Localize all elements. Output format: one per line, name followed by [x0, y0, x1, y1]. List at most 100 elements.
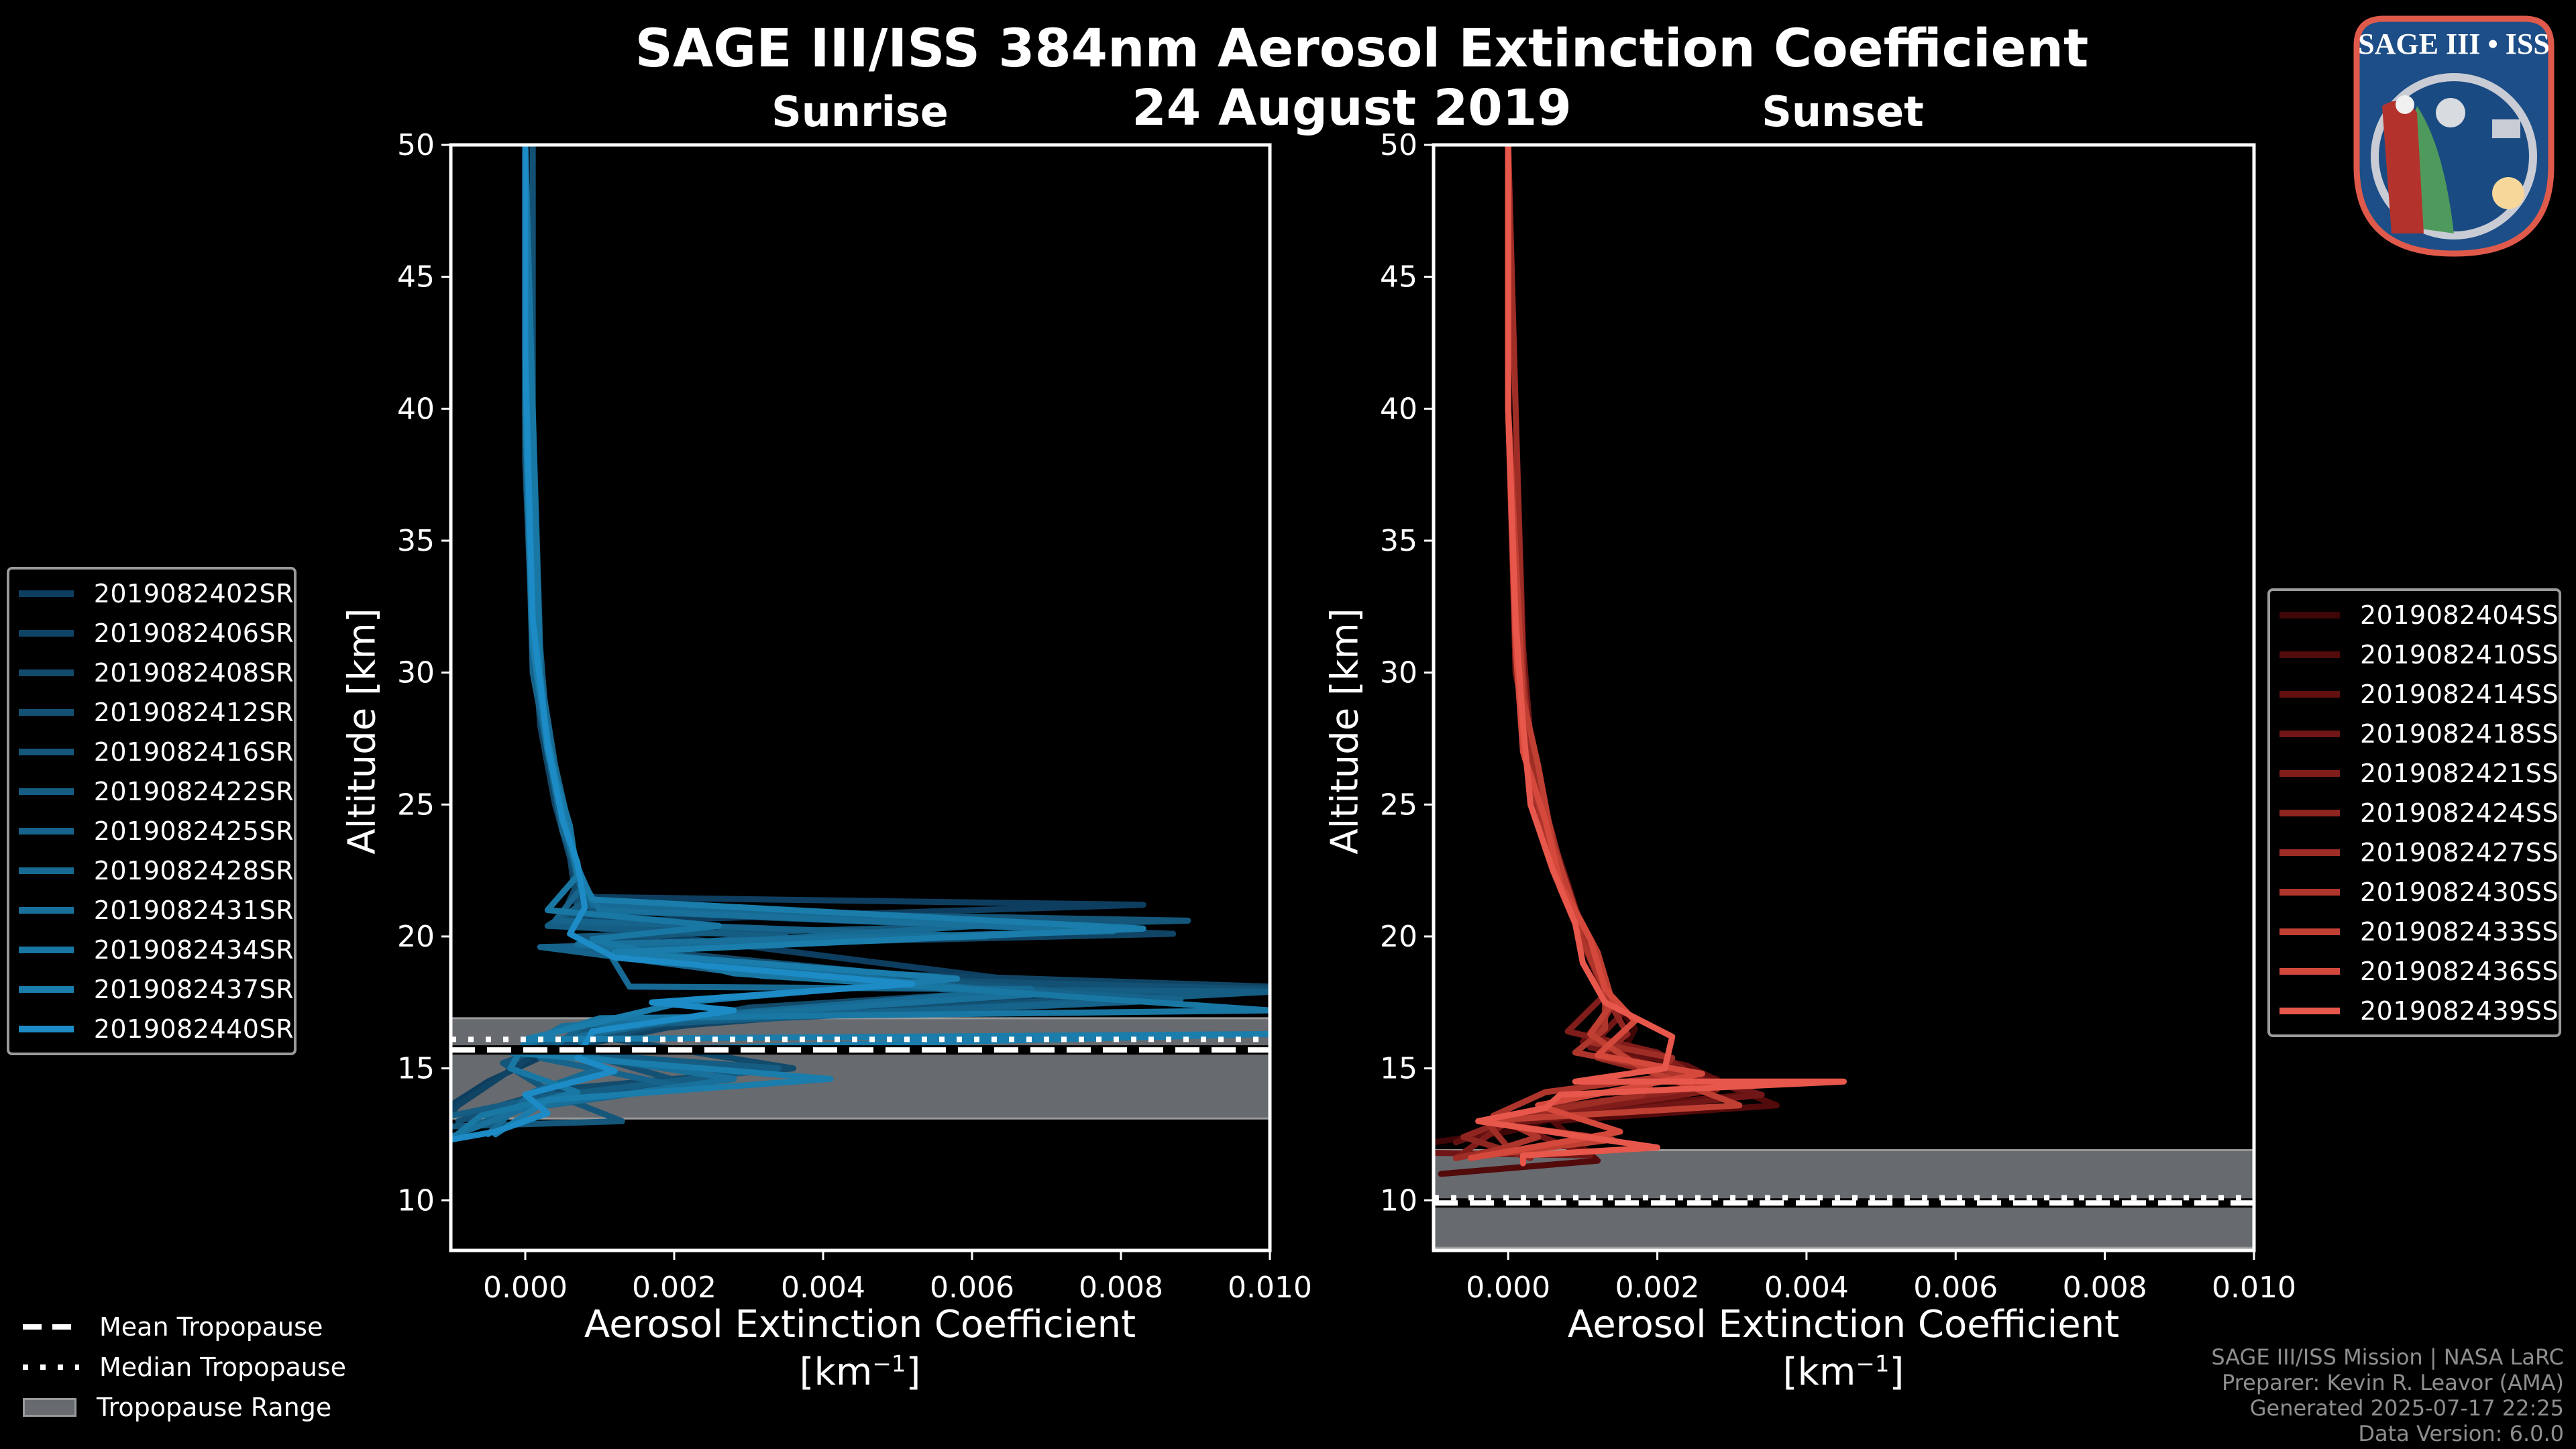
dashed-line-icon: [23, 1324, 79, 1330]
profile-line-2019082402SR: [451, 145, 1270, 1109]
legend-label: 2019082402SR: [93, 578, 294, 608]
credits-data-version: Data Version: 6.0.0: [2358, 1421, 2564, 1446]
legend-item: 2019082408SR: [9, 653, 294, 692]
legend-line-swatch-icon: [19, 1025, 74, 1032]
legend-item: 2019082424SS: [2270, 793, 2559, 833]
moon-icon: [2436, 98, 2465, 127]
credits: SAGE III/ISS Mission | NASA LaRC Prepare…: [2211, 1344, 2564, 1446]
legend-median-tropopause: Median Tropopause: [23, 1347, 346, 1387]
profile-line-2019082439SS: [1475, 145, 1847, 1167]
legend-line-swatch-icon: [2279, 769, 2340, 777]
ytick-label: 15: [397, 1052, 435, 1086]
legend-item: 2019082414SS: [2270, 674, 2559, 714]
ytick-label: 30: [397, 656, 435, 690]
legend-item: 2019082404SS: [2270, 595, 2559, 635]
legend-item: 2019082428SR: [9, 851, 294, 890]
legend-line-swatch-icon: [19, 708, 74, 716]
chart-date: 24 August 2019: [1132, 79, 1572, 137]
xtick-label: 0.004: [1764, 1271, 1849, 1305]
legend-item: 2019082402SR: [9, 574, 294, 613]
sunrise-xlabel: Aerosol Extinction Coefficient [km−1]: [458, 1303, 1263, 1394]
sage-iii-iss-mission-logo: SAGE III • ISS: [2353, 15, 2555, 257]
chart-title: SAGE III/ISS 384nm Aerosol Extinction Co…: [635, 19, 2089, 79]
legend-line-swatch-icon: [2279, 967, 2340, 975]
sunrise-axes-frame: [449, 143, 1272, 1252]
sunrise-xlabel-unit: [km−1]: [458, 1350, 1263, 1394]
sunset-xlabel-text: Aerosol Extinction Coefficient: [1567, 1303, 2120, 1346]
sunset-xlabel-unit: [km−1]: [1441, 1350, 2246, 1394]
legend-line-swatch-icon: [19, 788, 74, 795]
legend-item: 2019082434SR: [9, 930, 294, 969]
legend-line-swatch-icon: [19, 985, 74, 993]
xtick-label: 0.010: [1228, 1271, 1312, 1305]
profile-line-2019082404SS: [1434, 145, 1720, 1146]
ytick-label: 45: [397, 260, 435, 294]
sunrise-panel-title: Sunrise: [771, 87, 949, 136]
legend-label: 2019082425SR: [93, 816, 294, 846]
legend-item: 2019082427SS: [2270, 833, 2559, 872]
legend-label: 2019082427SS: [2359, 837, 2559, 867]
ytick-label: 25: [397, 788, 435, 822]
legend-label: 2019082416SR: [93, 737, 294, 767]
legend-item: 2019082439SS: [2270, 991, 2559, 1030]
profile-line-2019082433SS: [1475, 145, 1743, 1159]
legend-line-swatch-icon: [19, 590, 74, 597]
sunset-legend: 2019082404SS 2019082410SS 2019082414SS 2019…: [2267, 588, 2561, 1037]
sunrise-legend: 2019082402SR 2019082406SR 2019082408SR 2019…: [7, 567, 297, 1055]
legend-label: 2019082430SS: [2359, 877, 2559, 907]
unit-close: ]: [906, 1350, 921, 1394]
ytick-label: 15: [1380, 1052, 1417, 1086]
profile-line-2019082410SS: [1438, 145, 1780, 1177]
xtick-label: 0.010: [2212, 1271, 2296, 1305]
legend-line-swatch-icon: [19, 867, 74, 874]
legend-label: 2019082436SS: [2359, 956, 2559, 986]
xtick-label: 0.008: [2063, 1271, 2147, 1305]
legend-label: 2019082418SS: [2359, 718, 2559, 749]
sunrise-plot-area: [451, 145, 1270, 1143]
ytick-label: 40: [397, 392, 435, 426]
legend-line-swatch-icon: [2279, 1007, 2340, 1014]
unit-exp: −1: [1856, 1350, 1890, 1378]
legend-label: 2019082404SS: [2359, 600, 2559, 630]
legend-item: 2019082425SR: [9, 811, 294, 851]
legend-label: 2019082440SR: [93, 1014, 294, 1044]
ytick-label: 20: [1380, 920, 1417, 954]
ytick-label: 40: [1380, 392, 1417, 426]
legend-label: 2019082422SR: [93, 776, 294, 806]
ytick-label: 50: [397, 128, 435, 162]
legend-label: 2019082421SS: [2359, 758, 2559, 788]
ytick-label: 35: [1380, 524, 1417, 558]
legend-label: 2019082434SR: [93, 934, 294, 965]
sunset-plot: 0.000 0.002 0.004 0.006 0.008 0.010 10 15 20 25 30…: [1380, 128, 2296, 1305]
credits-generated: Generated 2025-07-17 22:25: [2249, 1395, 2564, 1421]
unit-km: [km: [1782, 1350, 1856, 1394]
legend-mean-tropopause: Mean Tropopause: [23, 1307, 346, 1347]
legend-label: 2019082412SR: [93, 697, 294, 727]
ytick-label: 20: [397, 920, 435, 954]
legend-line-swatch-icon: [2279, 928, 2340, 935]
xtick-label: 0.002: [1615, 1271, 1700, 1305]
xtick-label: 0.006: [930, 1271, 1014, 1305]
legend-range-label: Tropopause Range: [97, 1393, 332, 1422]
sunset-ylabel-wrap: Altitude [km]: [1311, 608, 1379, 854]
legend-label: 2019082410SS: [2359, 639, 2559, 669]
unit-km: [km: [799, 1350, 873, 1394]
legend-line-swatch-icon: [19, 827, 74, 835]
legend-item: 2019082421SS: [2270, 753, 2559, 793]
ytick-label: 25: [1380, 788, 1417, 822]
xtick-label: 0.000: [483, 1271, 568, 1305]
sunrise-plot: 0.000 0.002 0.004 0.006 0.008 0.010 10 15 20 25 30…: [397, 128, 1312, 1305]
unit-exp: −1: [872, 1350, 906, 1378]
xtick-label: 0.008: [1079, 1271, 1163, 1305]
sunset-ylabel: Altitude [km]: [1323, 608, 1367, 855]
legend-mean-label: Mean Tropopause: [99, 1312, 323, 1342]
legend-item: 2019082406SR: [9, 613, 294, 653]
profile-line-2019082430SS: [1468, 145, 1690, 1161]
legend-label: 2019082406SR: [93, 618, 294, 648]
legend-item: 2019082437SR: [9, 969, 294, 1009]
legend-label: 2019082408SR: [93, 657, 294, 688]
xtick-label: 0.006: [1913, 1271, 1998, 1305]
ytick-label: 30: [1380, 656, 1417, 690]
legend-item: 2019082436SS: [2270, 951, 2559, 991]
dotted-line-icon: [23, 1364, 79, 1370]
